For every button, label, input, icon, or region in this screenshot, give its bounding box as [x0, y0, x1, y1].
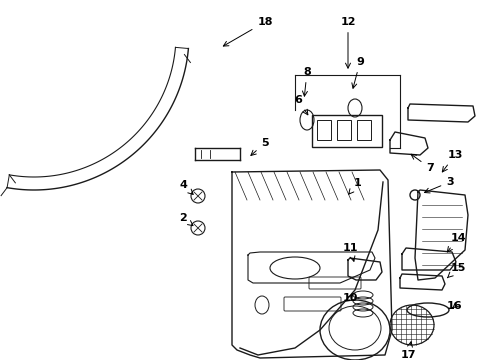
Text: 5: 5 [250, 138, 268, 156]
Bar [311, 115, 381, 147]
Text: 8: 8 [302, 67, 310, 96]
Text: 7: 7 [410, 154, 433, 173]
Text: 4: 4 [179, 180, 193, 194]
Text: 13: 13 [442, 150, 462, 172]
Text: 11: 11 [342, 243, 357, 261]
Text: 12: 12 [340, 17, 355, 68]
Text: 10: 10 [342, 293, 357, 303]
Text: 17: 17 [400, 342, 415, 360]
Bar [316, 120, 330, 140]
Text: 14: 14 [447, 233, 465, 252]
Text: 9: 9 [351, 57, 363, 88]
Text: 3: 3 [424, 177, 453, 193]
Text: 15: 15 [447, 263, 465, 278]
Bar [356, 120, 370, 140]
Bar [336, 120, 350, 140]
Text: 2: 2 [179, 213, 193, 226]
Text: 1: 1 [348, 178, 361, 194]
Text: 18: 18 [223, 17, 272, 46]
Text: 6: 6 [293, 95, 307, 115]
Text: 16: 16 [446, 301, 462, 311]
